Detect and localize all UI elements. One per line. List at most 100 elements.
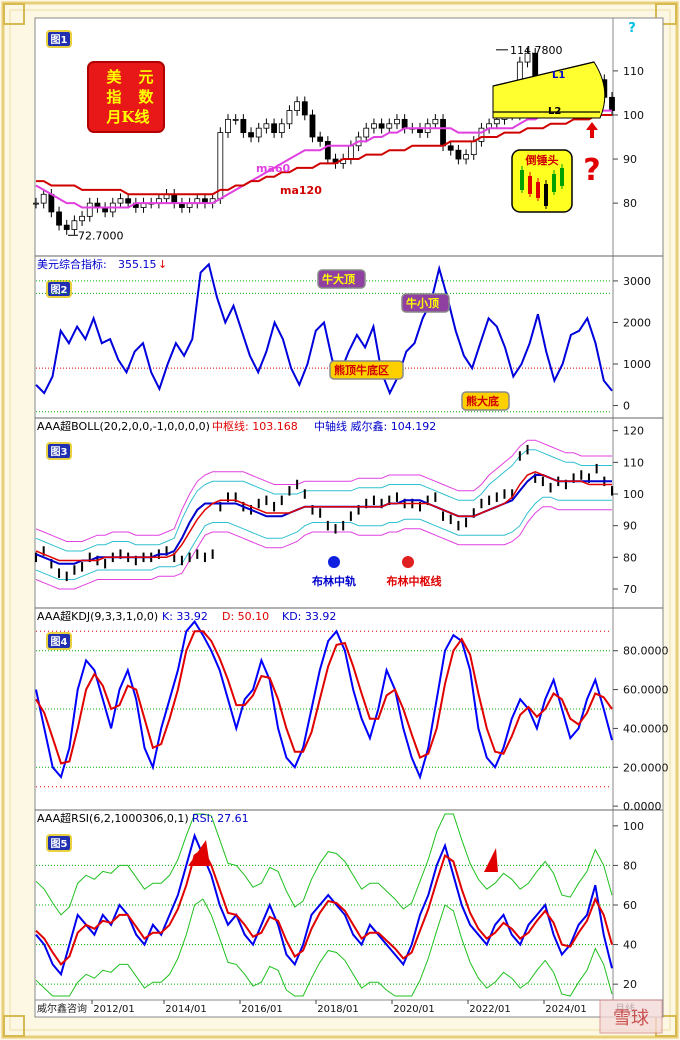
bull-big-top-label: 牛大顶	[322, 272, 355, 286]
y-tick-label: 70	[623, 583, 637, 596]
price-candle-body	[117, 198, 124, 204]
price-candle-body	[125, 198, 132, 204]
panel4-title-d: D: 50.10	[222, 610, 269, 623]
x-tick-label: 2016/01	[241, 1004, 283, 1015]
bear-bottom-zone-label-bg	[329, 360, 404, 380]
boll-center-marker-icon	[402, 556, 414, 568]
y-tick-label: 100	[623, 820, 644, 833]
channel-line-l1	[492, 61, 595, 87]
x-tick-label: 2018/01	[317, 1004, 359, 1015]
boll-mid-marker-icon	[328, 556, 340, 568]
corner-ornament-tr	[655, 3, 677, 25]
y-tick-label: 110	[623, 65, 644, 78]
y-tick-label: 80.0000	[623, 645, 669, 658]
bull-small-top-label: 牛小顶	[406, 296, 439, 310]
hammer-candle-body	[536, 182, 540, 198]
price-candle-body	[248, 132, 254, 138]
boll-outer-upper	[35, 439, 612, 542]
panel-badge-label: 图1	[51, 34, 68, 46]
price-candle-body	[317, 136, 324, 142]
price-candle-body	[440, 118, 446, 147]
panel-badge	[46, 280, 72, 298]
price-candle-body	[33, 202, 39, 205]
y-tick-label: 60	[623, 899, 637, 912]
panel3-title-mid: 中枢线: 103.168	[212, 419, 298, 433]
price-candle-body	[470, 141, 477, 156]
bull-big-top-label-bg	[317, 269, 366, 289]
price-candle-body	[324, 141, 331, 160]
price-candle-body	[271, 123, 277, 133]
price-candle-body	[493, 118, 500, 125]
title-char: 数	[138, 88, 154, 106]
rsi-upper-band	[35, 813, 613, 916]
y-tick-label: 90	[623, 153, 637, 166]
x-tick-label: 2024/01	[545, 1004, 587, 1015]
rsi-line	[35, 832, 613, 977]
price-candle-body	[609, 96, 615, 111]
panel-badge	[46, 632, 72, 650]
boll-center-line	[35, 470, 612, 562]
panel-badge-label: 图4	[51, 636, 68, 648]
ma120-label: ma120	[280, 184, 322, 197]
rsi-lower-band	[35, 898, 613, 997]
panel3-title: AAA超BOLL(20,2,0,0,-1,0,0,0,0)	[37, 419, 210, 433]
axis-background	[612, 17, 664, 1001]
hammer-candle-body	[552, 174, 556, 192]
y-tick-label: 0.0000	[623, 800, 662, 813]
y-tick-label: 80	[623, 859, 637, 872]
price-candle-body	[524, 52, 531, 63]
price-candle-body	[86, 202, 93, 217]
price-candle-body	[286, 110, 293, 125]
inner-border	[9, 9, 671, 1031]
rsi-peak-flag	[188, 840, 210, 866]
indicator-line	[35, 262, 613, 396]
watermark-stamp: 雪球	[599, 999, 663, 1034]
bear-bottom-zone-label: 熊顶牛底区	[334, 363, 389, 377]
footer-left: 威尔鑫咨询	[37, 1002, 87, 1015]
price-candle-body	[171, 193, 178, 204]
y-tick-label: 3000	[623, 275, 651, 288]
panel-badge-label: 图5	[51, 838, 68, 850]
price-candle-body	[71, 220, 78, 230]
price-candle-body	[463, 154, 469, 160]
price-candle-body	[371, 123, 377, 129]
price-candle-body	[263, 123, 270, 129]
price-candle-body	[294, 101, 301, 111]
price-candle-body	[478, 127, 485, 142]
title-char: 月K线	[105, 108, 149, 126]
panel5-title-rsi: RSI: 27.61	[192, 812, 249, 825]
corner-question-icon: ?	[628, 21, 636, 36]
corner-ornament-bl	[3, 1015, 25, 1037]
ma60-label: ma60	[256, 162, 291, 175]
price-candle-body	[301, 101, 308, 116]
boll-center-label: 布林中枢线	[387, 574, 442, 588]
price-candle-body	[240, 118, 247, 133]
footer-bar	[34, 999, 664, 1018]
high-label: 114.7800	[510, 44, 563, 57]
y-tick-label: 1000	[623, 358, 651, 371]
price-candle-body	[278, 123, 285, 133]
x-tick-label: 2014/01	[165, 1004, 207, 1015]
panel-badge-label: 图3	[51, 446, 68, 458]
price-candle-body	[232, 118, 239, 121]
hammer-candle-body	[528, 176, 532, 194]
price-candle-body	[63, 224, 70, 230]
panel4-title-kd: KD: 33.92	[282, 610, 336, 623]
bear-big-bottom-label: 熊大底	[466, 394, 499, 408]
y-tick-label: 110	[623, 456, 644, 469]
low-label: 72.7000	[78, 229, 124, 242]
boll-upper-band	[35, 449, 612, 552]
price-candle-body	[401, 118, 408, 129]
price-candle-body	[347, 145, 354, 160]
question-mark-icon: ?	[583, 153, 600, 188]
price-candle-body	[394, 118, 400, 125]
hammer-candle-body	[560, 168, 564, 186]
up-arrow-icon	[586, 122, 598, 138]
y-tick-label: 120	[623, 425, 644, 438]
price-candle-body	[225, 118, 231, 133]
panel2-title: 美元综合指标:	[37, 257, 107, 271]
panel-badge	[46, 30, 72, 48]
panel3-title-mid2: 中轴线 威尔鑫: 104.192	[314, 419, 436, 433]
kdj-k-line	[35, 619, 613, 780]
